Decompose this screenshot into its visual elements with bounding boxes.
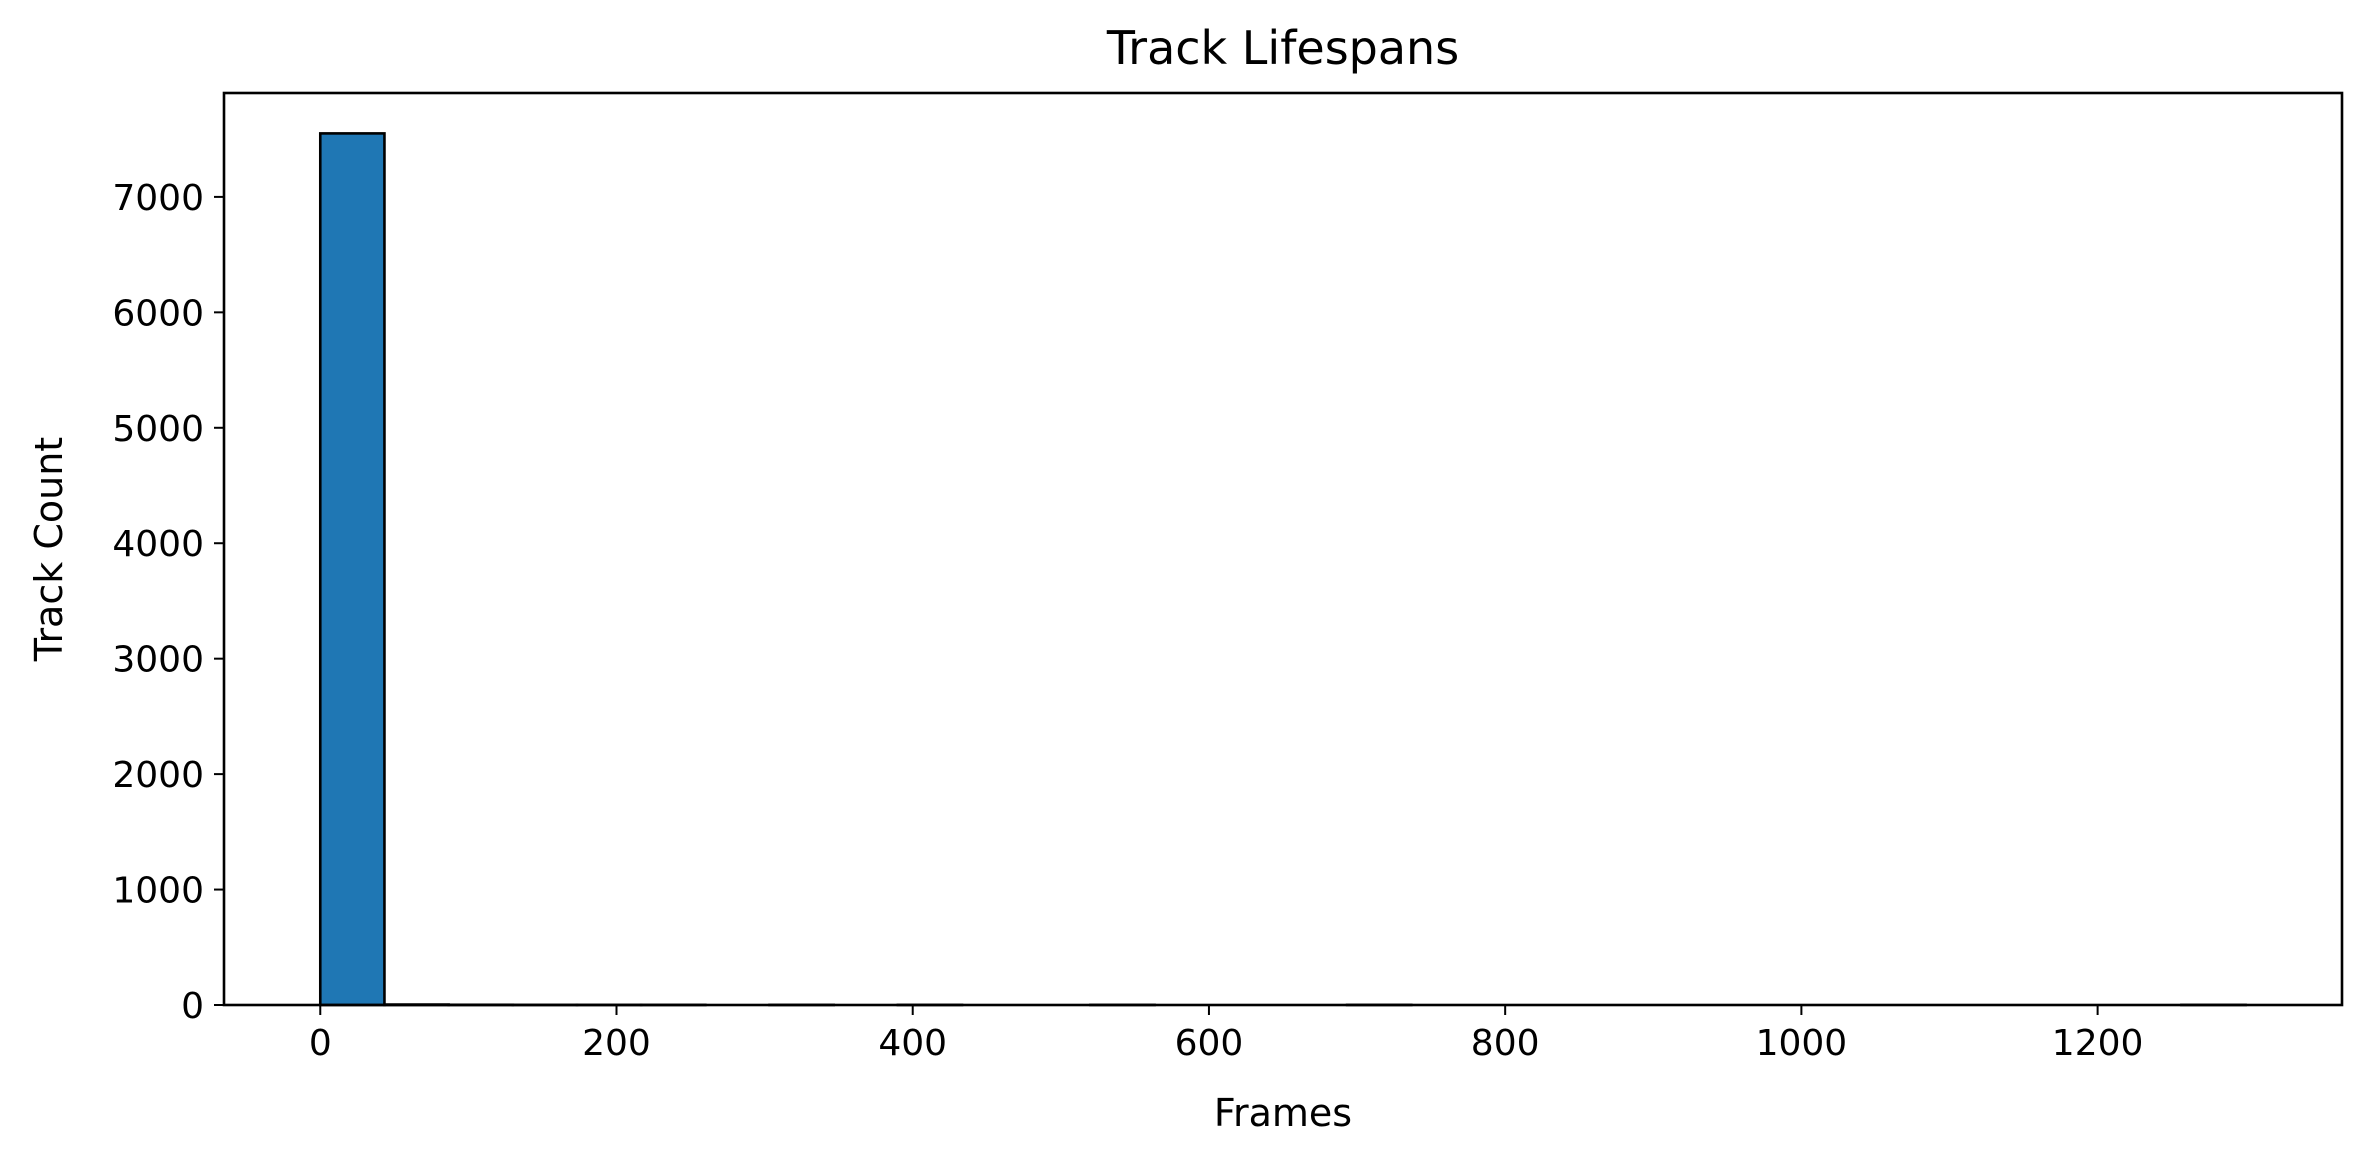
x-tick-label: 1000 bbox=[1756, 1023, 1848, 1064]
x-axis-label: Frames bbox=[1214, 1091, 1352, 1135]
x-tick-label: 200 bbox=[582, 1023, 651, 1064]
y-axis-label: Track Count bbox=[27, 437, 71, 662]
y-axis-ticks: 0 1000 2000 3000 4000 5000 6000 7000 bbox=[112, 178, 224, 1027]
histogram-bar bbox=[318, 132, 386, 1007]
x-tick-label: 0 bbox=[309, 1023, 332, 1064]
y-tick-label: 2000 bbox=[112, 755, 204, 796]
x-axis-ticks: 0 200 400 600 800 1000 1200 bbox=[309, 1005, 2144, 1064]
chart-title: Track Lifespans bbox=[1106, 21, 1459, 75]
y-tick-label: 1000 bbox=[112, 871, 204, 912]
plot-frame bbox=[222, 91, 2344, 1007]
y-tick-label: 3000 bbox=[112, 640, 204, 681]
y-tick-label: 6000 bbox=[112, 293, 204, 334]
y-tick-label: 4000 bbox=[112, 524, 204, 565]
y-tick-label: 5000 bbox=[112, 409, 204, 450]
y-tick-label: 7000 bbox=[112, 178, 204, 219]
x-tick-label: 800 bbox=[1471, 1023, 1540, 1064]
y-tick-label: 0 bbox=[181, 986, 204, 1027]
x-tick-label: 400 bbox=[878, 1023, 947, 1064]
x-tick-label: 1200 bbox=[2052, 1023, 2144, 1064]
x-tick-label: 600 bbox=[1175, 1023, 1244, 1064]
